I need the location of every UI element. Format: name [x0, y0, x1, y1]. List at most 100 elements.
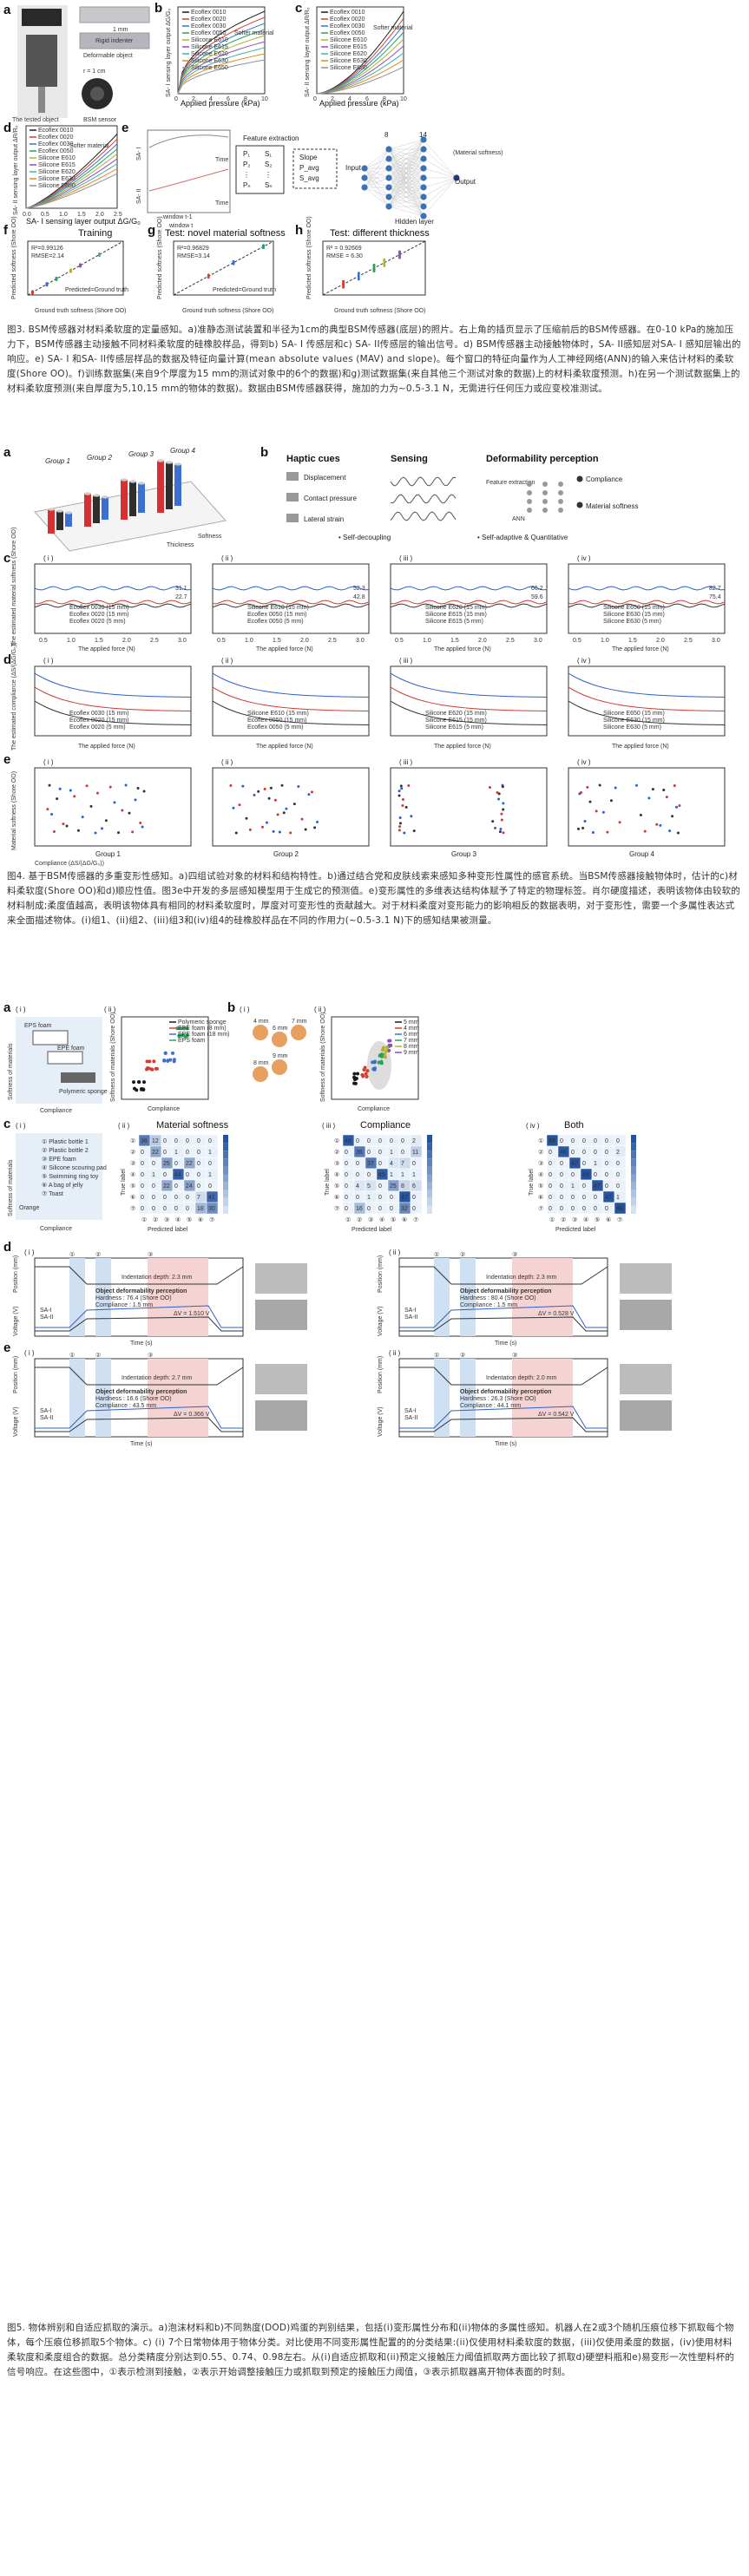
- identity-line: [27, 240, 124, 296]
- feature-item: S_avg: [299, 174, 319, 182]
- cell-value: 0: [163, 1172, 167, 1178]
- series-line: [390, 586, 548, 591]
- epe-foam-label: EPE foam: [57, 1045, 85, 1052]
- delta-v: ΔV = 0.528 V: [538, 1311, 575, 1317]
- x-ticks: 0 2 4 6 8 10: [174, 96, 268, 102]
- data-point: [586, 785, 589, 789]
- x-axis-label: Applied pressure (kPa): [181, 99, 260, 108]
- panel-title: Training: [78, 228, 112, 239]
- predicted-label: Predicted label: [148, 1227, 188, 1233]
- bar-top: [93, 494, 100, 497]
- x-axis-label: Time (s): [495, 1340, 516, 1347]
- sensing-wave: [390, 511, 457, 521]
- delta-v: ΔV = 1.510 V: [174, 1311, 210, 1317]
- data-point: [140, 1087, 144, 1091]
- cell-value: 0: [174, 1206, 178, 1212]
- cell-value: 0: [174, 1195, 178, 1201]
- y-axis-label-2: Voltage (V): [13, 1406, 19, 1437]
- legend-label: Silicone E620 (15 mm): [425, 605, 487, 611]
- col-label: ③: [368, 1216, 373, 1223]
- cell-value: 0: [560, 1138, 563, 1144]
- cell-value: 0: [605, 1183, 608, 1190]
- data-point: [150, 1067, 154, 1072]
- cell-value: 30: [208, 1206, 215, 1212]
- matrix-p: Pₙ: [243, 181, 251, 189]
- cell-value: 47: [594, 1183, 601, 1190]
- x-axis-label: Ground truth softness (Shore OO): [334, 308, 425, 314]
- data-point: [152, 1059, 156, 1064]
- eps-foam: [32, 1030, 69, 1045]
- matrix-p: P₂: [243, 161, 250, 168]
- object-item: ⑥ A bag of jelly: [42, 1182, 83, 1189]
- data-point: [163, 1051, 168, 1055]
- sa1-trace: [35, 1305, 243, 1328]
- legend-label: Silicone E650: [330, 65, 367, 71]
- ann-node: [385, 203, 392, 210]
- row-label: ④: [538, 1171, 543, 1178]
- sponge-label: Polymeric sponge: [59, 1089, 108, 1095]
- y-axis-label: SA- I sensing layer output ΔG/G₀: [166, 8, 172, 97]
- group-label: Group 1: [95, 850, 121, 858]
- legend-label: 5 mm: [404, 1019, 419, 1026]
- panel-letter: c: [3, 1117, 10, 1131]
- sa2-trace: [35, 1316, 243, 1332]
- bar: [93, 495, 100, 523]
- fig3-panel-h: h Test: different thickness R² = 0.92669…: [295, 216, 430, 314]
- value-label: 31.1: [175, 586, 187, 592]
- data-point: [360, 1072, 365, 1077]
- legend-label: Ecoflex 0020 (15 mm): [69, 612, 128, 618]
- cell-value: 0: [582, 1183, 586, 1190]
- colorbar: [223, 1143, 228, 1151]
- data-point: [403, 831, 406, 835]
- tick-label: 1.0: [601, 638, 609, 644]
- data-point: [595, 810, 598, 813]
- r2-label: R² = 0.92669: [326, 246, 362, 252]
- data-point: [95, 791, 99, 795]
- data-point: [257, 790, 260, 793]
- ann-edge: [388, 148, 424, 207]
- rmse-label: RMSE=3.14: [177, 253, 210, 259]
- col-label: ②: [561, 1216, 566, 1223]
- cell-value: 0: [345, 1183, 348, 1190]
- perception-title: Object deformability perception: [460, 1288, 551, 1295]
- x-axis-label: Ground truth softness (Shore OO): [182, 308, 273, 314]
- gripper-photo: [255, 1263, 307, 1294]
- subpanel-id: ( ii ): [389, 1349, 401, 1357]
- cell-value: 0: [378, 1161, 382, 1167]
- plot-frame: [34, 767, 192, 847]
- phase-band: [95, 1258, 111, 1336]
- egg: [253, 1025, 268, 1040]
- data-point: [273, 798, 277, 802]
- colorbar: [427, 1143, 432, 1151]
- cell-value: 0: [401, 1138, 404, 1144]
- cell-value: 0: [141, 1172, 144, 1178]
- cell-value: 0: [560, 1195, 563, 1201]
- egg-label: 4 mm: [253, 1019, 269, 1025]
- y-axis-label: Position (mm): [378, 1356, 384, 1393]
- object-item: ② Plastic bottle 2: [42, 1147, 89, 1154]
- legend-label: Ecoflex 0050 (5 mm): [247, 724, 304, 731]
- legend-label: Ecoflex 0020 (15 mm): [69, 718, 128, 724]
- compliance: Compliance : 1.5 mm: [95, 1302, 153, 1308]
- col-label: ⑥: [606, 1216, 611, 1223]
- tick-label: 0.0: [23, 212, 31, 218]
- object-map: [16, 1133, 102, 1220]
- cell-value: 25: [163, 1161, 170, 1167]
- legend-label: Silicone E630: [38, 176, 76, 182]
- matrix-cell: [614, 1202, 627, 1215]
- legend-label: Ecoflex 0030 (15 mm): [69, 605, 128, 611]
- series-line: [568, 700, 726, 725]
- tick-label: 2: [192, 96, 195, 102]
- ann-node: [420, 193, 427, 200]
- series-line: [390, 600, 548, 605]
- data-point: [94, 831, 97, 835]
- legend-label: Silicone E610: [191, 37, 228, 43]
- cell-value: 0: [197, 1150, 200, 1156]
- x-axis-label: The applied force (N): [78, 646, 135, 652]
- fig3c-curves: [316, 10, 404, 95]
- colorbar: [223, 1150, 228, 1159]
- ann-edge: [388, 139, 424, 179]
- bar-top: [102, 495, 108, 499]
